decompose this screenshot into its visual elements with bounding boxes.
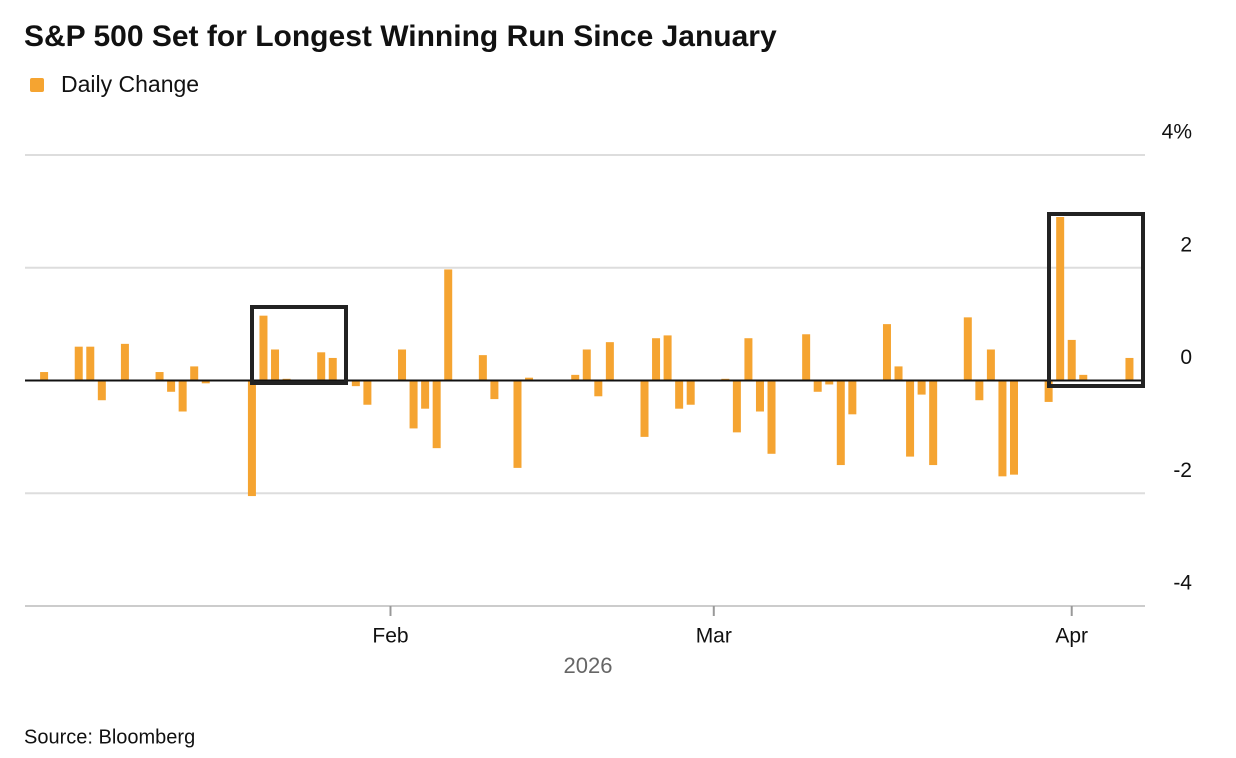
y-tick-label: 0: [1180, 346, 1192, 369]
y-tick-label: -4: [1173, 572, 1192, 595]
bar: [582, 349, 591, 381]
x-axis-label: 2026: [564, 653, 613, 678]
bar: [259, 315, 268, 381]
bar: [155, 372, 164, 381]
bar: [571, 374, 580, 381]
bar: [398, 349, 407, 381]
bar: [351, 380, 360, 387]
bar: [120, 343, 129, 381]
bar: [478, 355, 487, 381]
highlight-box: [1047, 212, 1145, 388]
y-tick-label: 2: [1180, 233, 1192, 256]
bar: [1056, 217, 1065, 381]
bar: [675, 380, 684, 409]
highlight-box: [250, 305, 348, 385]
bar: [247, 380, 256, 497]
y-tick-label: 4%: [1162, 121, 1192, 144]
x-tick-label: Apr: [1055, 625, 1088, 648]
bar: [1009, 380, 1018, 475]
bar: [97, 380, 106, 401]
bar: [755, 380, 764, 412]
chart-title: S&P 500 Set for Longest Winning Run Sinc…: [24, 20, 777, 53]
bar: [432, 380, 441, 449]
bar: [190, 366, 199, 381]
bar: [894, 366, 903, 381]
bar: [444, 269, 453, 381]
bar: [998, 380, 1007, 477]
bar: [594, 380, 603, 397]
source: Source: Bloomberg: [24, 726, 195, 748]
bar: [40, 372, 49, 381]
bar: [836, 380, 845, 466]
bar: [421, 380, 430, 409]
bar: [317, 352, 326, 381]
legend-label: Daily Change: [61, 71, 199, 97]
bar: [525, 377, 534, 381]
legend-swatch: [30, 78, 44, 92]
bar: [640, 380, 649, 437]
bar: [513, 380, 522, 468]
x-tick-label: Mar: [696, 625, 732, 648]
bar: [1079, 374, 1088, 381]
bar: [605, 342, 614, 381]
bar: [328, 357, 337, 381]
y-tick-label: -2: [1173, 459, 1192, 482]
bar: [1044, 380, 1053, 402]
bar: [882, 324, 891, 381]
bar: [1067, 339, 1076, 381]
bar: [802, 334, 811, 381]
bar: [652, 338, 661, 381]
bar: [848, 380, 857, 415]
x-tick-label: Feb: [372, 625, 408, 648]
bar: [167, 380, 176, 392]
bar: [929, 380, 938, 466]
bar: [963, 317, 972, 381]
bar: [271, 349, 280, 381]
bar: [744, 338, 753, 381]
plot: 4% 2 0 -2 -4 Feb Mar Apr: [25, 121, 1192, 648]
bar: [906, 380, 915, 457]
bar: [825, 380, 834, 385]
bar: [409, 380, 418, 429]
bar: [975, 380, 984, 401]
bar: [767, 380, 776, 454]
bar: [74, 346, 83, 381]
bar: [86, 346, 95, 381]
bar: [813, 380, 822, 392]
bar: [363, 380, 372, 405]
bar: [686, 380, 695, 405]
bar: [178, 380, 187, 412]
bar: [201, 380, 210, 384]
bar: [1125, 357, 1134, 381]
bar: [490, 380, 499, 400]
bar: [986, 349, 995, 381]
bar: [917, 380, 926, 395]
bar: [663, 335, 672, 381]
bar: [732, 380, 741, 433]
